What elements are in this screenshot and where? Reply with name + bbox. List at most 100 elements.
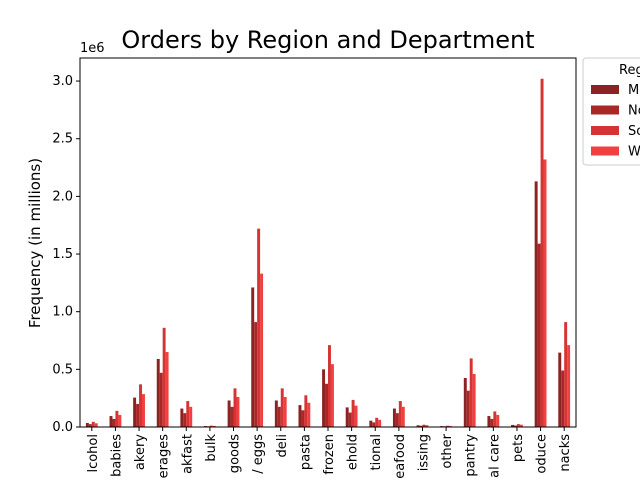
bar bbox=[543, 159, 547, 427]
bar bbox=[558, 352, 562, 427]
legend-swatch bbox=[591, 126, 619, 135]
bar bbox=[325, 383, 328, 427]
bar bbox=[422, 424, 426, 427]
bar bbox=[398, 401, 402, 427]
bar bbox=[348, 412, 352, 427]
bar bbox=[330, 364, 334, 427]
y-scale-label: 1e6 bbox=[80, 41, 105, 56]
x-tick-label: pasta bbox=[298, 434, 313, 470]
bar bbox=[233, 388, 237, 427]
bar bbox=[466, 390, 470, 427]
bar bbox=[351, 399, 355, 427]
bar bbox=[345, 407, 349, 427]
y-tick-label: 1.5 bbox=[52, 247, 73, 262]
bar bbox=[416, 425, 420, 427]
bar bbox=[378, 419, 382, 427]
bar bbox=[180, 408, 184, 427]
legend-entry: So bbox=[628, 124, 640, 139]
legend-title: Reg bbox=[619, 63, 640, 78]
x-tick-label: oduce bbox=[535, 434, 550, 474]
x-tick-label: ehold bbox=[346, 434, 361, 470]
bar bbox=[298, 405, 302, 427]
bar bbox=[236, 397, 240, 427]
bar bbox=[519, 424, 523, 427]
legend-swatch bbox=[591, 146, 619, 156]
x-tick-label: deli bbox=[275, 434, 290, 457]
bar bbox=[567, 345, 571, 427]
bar bbox=[212, 425, 216, 427]
bar bbox=[254, 322, 258, 427]
x-tick-label: pantry bbox=[464, 434, 479, 477]
x-tick-label: nacks bbox=[558, 434, 573, 472]
x-tick-label: pets bbox=[511, 434, 526, 462]
x-tick-label: issing bbox=[416, 434, 431, 471]
y-tick-label: 1.0 bbox=[52, 305, 73, 320]
bar bbox=[159, 372, 163, 427]
bar bbox=[472, 373, 476, 427]
bar bbox=[283, 397, 287, 427]
bar bbox=[257, 228, 261, 427]
y-tick-label: 0.0 bbox=[52, 420, 73, 435]
x-tick-label: bulk bbox=[204, 434, 219, 462]
bar bbox=[139, 384, 142, 427]
bar bbox=[260, 273, 264, 427]
bar bbox=[109, 416, 113, 427]
legend-entry: No bbox=[628, 104, 640, 119]
bar bbox=[516, 424, 520, 427]
bar bbox=[91, 421, 95, 427]
bar bbox=[189, 406, 193, 427]
bar bbox=[142, 394, 145, 427]
legend-entry: W bbox=[628, 145, 640, 160]
x-tick-label: / eggs bbox=[251, 434, 266, 474]
bar bbox=[369, 420, 373, 427]
bar bbox=[115, 410, 119, 427]
bar bbox=[375, 417, 379, 427]
bar bbox=[322, 369, 326, 427]
bar bbox=[183, 413, 187, 427]
bar bbox=[490, 418, 494, 427]
bar bbox=[395, 413, 399, 427]
bar bbox=[564, 322, 568, 427]
bar bbox=[112, 418, 116, 427]
x-tick-label: other bbox=[440, 433, 455, 468]
bar bbox=[85, 422, 89, 427]
plot-area: 0.0 0.5 1.0 1.5 2.0 2.5 3.0 lcohol babies akery er… bbox=[52, 57, 577, 479]
bar bbox=[487, 416, 491, 427]
bar bbox=[446, 425, 450, 427]
bar bbox=[463, 377, 467, 427]
bar bbox=[227, 400, 231, 427]
x-tick-label: eafood bbox=[393, 434, 408, 479]
bar bbox=[136, 403, 140, 427]
y-tick-label: 2.5 bbox=[52, 132, 73, 147]
bar bbox=[493, 411, 497, 427]
bar bbox=[372, 422, 376, 427]
bar bbox=[425, 425, 429, 427]
bar bbox=[88, 424, 92, 427]
chart-title: Orders by Region and Department bbox=[121, 26, 534, 54]
x-tick-label: akery bbox=[133, 434, 148, 470]
x-tick-label: al care bbox=[487, 434, 502, 478]
bar bbox=[537, 243, 541, 427]
y-tick-label: 0.5 bbox=[52, 362, 73, 377]
bar bbox=[496, 414, 500, 427]
bar bbox=[118, 414, 122, 427]
legend-swatch bbox=[591, 105, 619, 115]
bar bbox=[419, 425, 423, 427]
bar bbox=[186, 401, 190, 427]
bar bbox=[277, 406, 281, 427]
bar bbox=[274, 400, 278, 427]
y-tick-label: 3.0 bbox=[52, 74, 73, 89]
bar bbox=[209, 425, 213, 427]
bar bbox=[304, 395, 308, 427]
bar bbox=[534, 181, 538, 427]
bar bbox=[301, 410, 305, 427]
bar bbox=[133, 397, 137, 427]
x-tick-label: babies bbox=[109, 434, 124, 477]
bar bbox=[511, 424, 514, 427]
bar bbox=[449, 425, 452, 427]
bar bbox=[354, 405, 358, 427]
legend: Reg M No So W bbox=[582, 57, 640, 166]
bar bbox=[514, 425, 517, 427]
bar bbox=[165, 352, 169, 427]
